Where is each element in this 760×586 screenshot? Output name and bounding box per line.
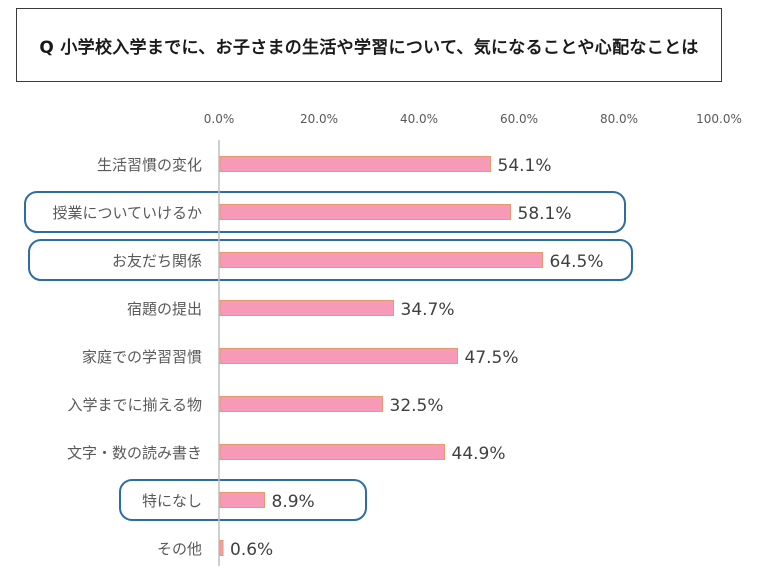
category-label: その他	[157, 540, 202, 558]
x-tick-label: 80.0%	[600, 112, 638, 126]
question-title-box: Q 小学校入学までに、お子さまの生活や学習について、気になることや心配なことは	[16, 8, 722, 82]
data-label: 44.9%	[452, 444, 506, 464]
data-label: 32.5%	[390, 396, 444, 416]
highlight-frame	[28, 239, 633, 281]
data-label: 0.6%	[230, 540, 273, 560]
x-tick-label: 60.0%	[500, 112, 538, 126]
bar	[219, 300, 394, 316]
x-tick-label: 0.0%	[204, 112, 235, 126]
bar	[219, 492, 265, 508]
data-label: 34.7%	[401, 300, 455, 320]
highlight-frame	[24, 191, 626, 233]
data-label: 64.5%	[550, 252, 604, 272]
data-label: 54.1%	[498, 156, 552, 176]
bar	[219, 540, 224, 556]
category-label: 家庭での学習習慣	[82, 348, 202, 366]
x-tick-label: 100.0%	[696, 112, 742, 126]
data-label: 8.9%	[272, 492, 315, 512]
category-label: 文字・数の読み書き	[67, 444, 202, 462]
bar	[219, 444, 445, 460]
x-tick-label: 20.0%	[300, 112, 338, 126]
category-label: 入学までに揃える物	[67, 396, 202, 414]
bar	[219, 396, 383, 412]
bar	[219, 252, 543, 268]
bar	[219, 156, 491, 172]
category-label: お友だち関係	[112, 252, 202, 270]
category-label: 特になし	[142, 492, 202, 510]
data-label: 47.5%	[465, 348, 519, 368]
category-label: 宿題の提出	[127, 300, 202, 318]
x-tick-label: 40.0%	[400, 112, 438, 126]
category-label: 生活習慣の変化	[97, 156, 202, 174]
bar	[219, 348, 458, 364]
highlight-frame	[119, 479, 367, 521]
question-title: Q 小学校入学までに、お子さまの生活や学習について、気になることや心配なことは	[39, 37, 699, 58]
data-label: 58.1%	[518, 204, 572, 224]
bar	[219, 204, 511, 220]
category-label: 授業についていけるか	[52, 204, 202, 222]
